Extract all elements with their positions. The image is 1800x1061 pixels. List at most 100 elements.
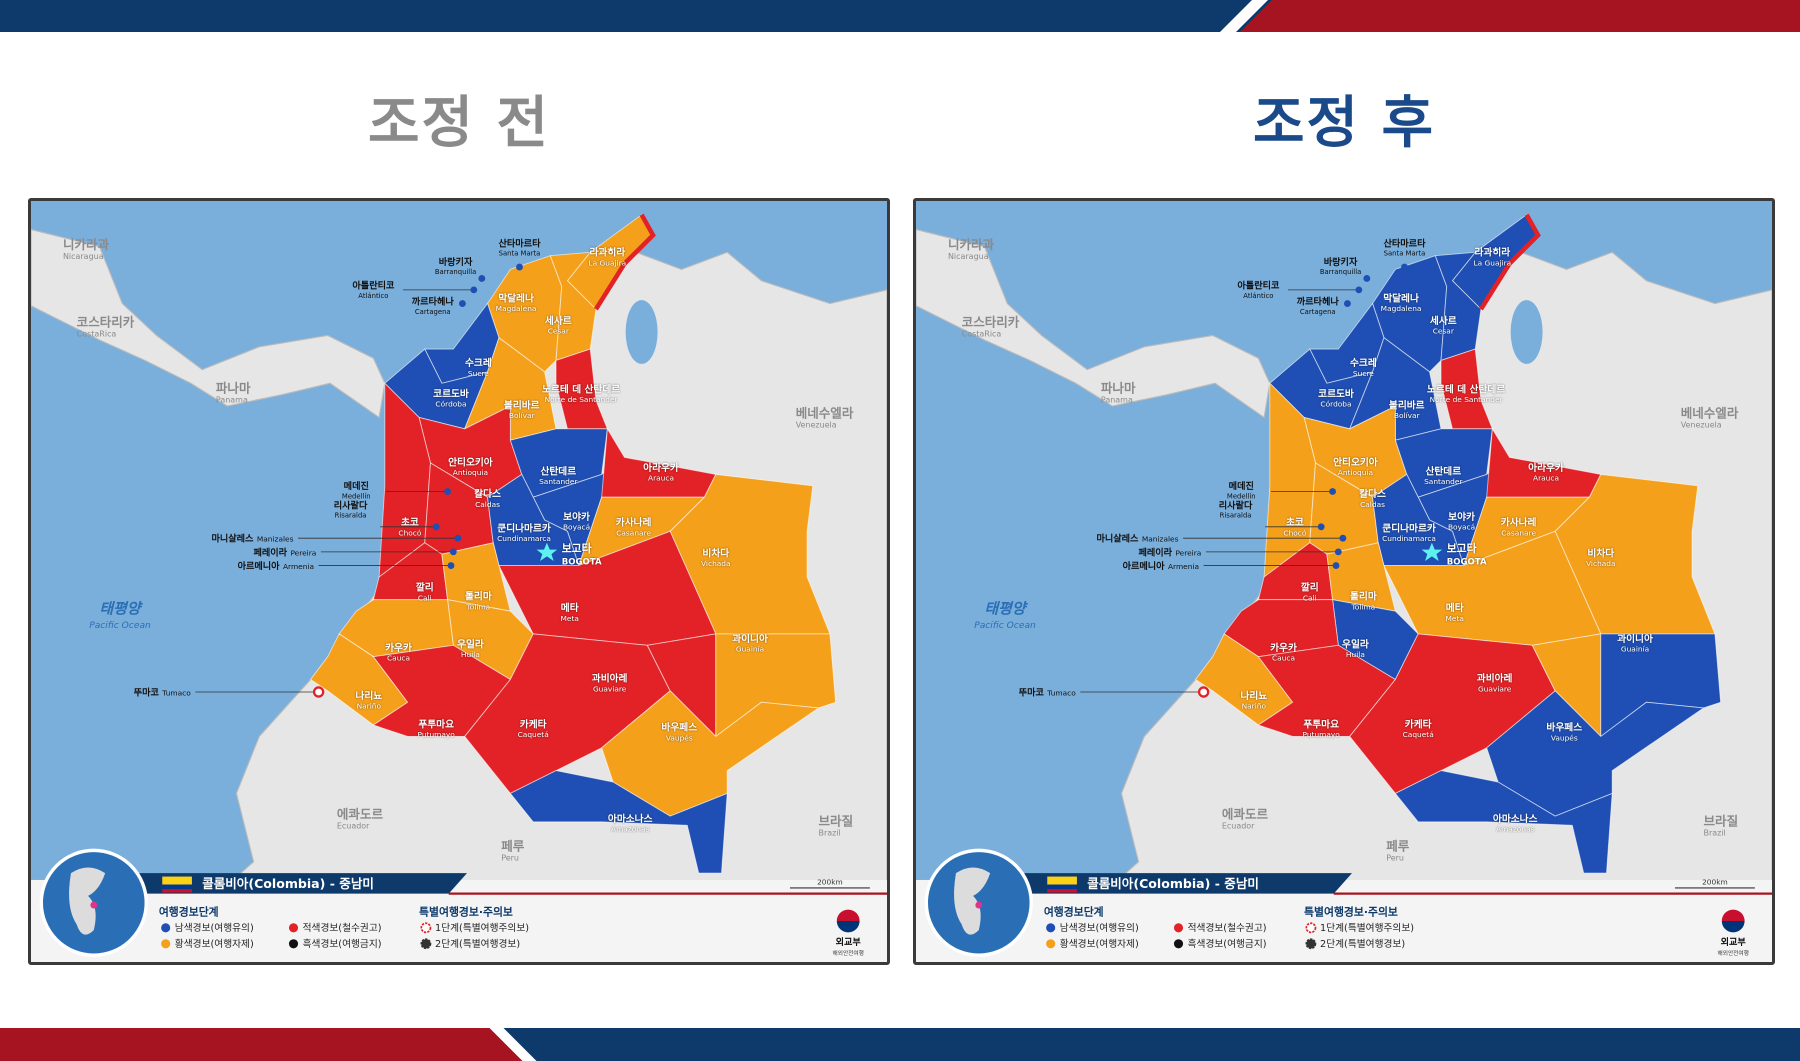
- region: [372, 644, 512, 737]
- label-ko: 바랑키자: [439, 256, 473, 268]
- label-en: Córdoba: [1320, 400, 1351, 409]
- map-label: 볼리바르 Bolívar: [1389, 398, 1425, 420]
- label-en: Putumayo: [418, 730, 456, 739]
- label-en: Sucre: [468, 369, 489, 378]
- map-label: 코스타리카 CostaRica: [962, 314, 1020, 338]
- label-ko: 볼리바르: [504, 398, 540, 411]
- legend-label: 2단계(특별여행경보): [1320, 937, 1405, 950]
- city-label: 마니살레스 Manizales: [212, 533, 294, 545]
- label-en: La Guajira: [1474, 258, 1512, 267]
- city-marker: [459, 300, 466, 307]
- map-label: 코르도바 Córdoba: [1318, 387, 1354, 409]
- map-label: 코스타리카 CostaRica: [77, 314, 135, 338]
- label-ko: 라과히라: [590, 246, 626, 259]
- map-after: 라과히라 La Guajira 막달레나 Magdalena 세사르 Cesar 수크레 Su…: [913, 198, 1775, 965]
- map-label: 보야카 Boyacá: [1448, 510, 1475, 532]
- label-ko: 메데진: [344, 480, 369, 492]
- map-svg: 라과히라 La Guajira 막달레나 Magdalena 세사르 Cesar 수크레 Su…: [916, 213, 1772, 962]
- city-marker: [1355, 286, 1363, 294]
- label-en: Risaralda: [335, 512, 367, 520]
- city-marker: [447, 562, 455, 569]
- map-label: 노르테 데 산탄데르 Norte de Santander: [1427, 382, 1505, 404]
- label-ko: 초코: [401, 516, 419, 529]
- label-en: Ecuador: [1222, 822, 1255, 831]
- map-label: 쿤디나마르카 Cundinamarca: [497, 521, 551, 543]
- flag: [162, 876, 192, 885]
- map-label: 베네수엘라 Venezuela: [1681, 405, 1739, 429]
- label-ko: 코스타리카: [77, 314, 135, 329]
- region: [1257, 644, 1397, 737]
- map-label: 수크레 Sucre: [465, 356, 492, 378]
- map-label: 브라질 Brazil: [1704, 813, 1739, 837]
- capital-label: 보고타 BOGOTA: [1447, 541, 1487, 568]
- map-label: 푸투마요 Putumayo: [1303, 717, 1341, 739]
- map-label: 안티오키아 Antioquia: [448, 455, 493, 477]
- label-ko: 베네수엘라: [796, 405, 854, 420]
- label-en: Panama: [216, 396, 248, 405]
- map-label: 우일라 Huila: [1342, 638, 1369, 660]
- map-label: 카케타 Caquetá: [518, 717, 549, 739]
- label-en: Cesar: [548, 327, 570, 336]
- region: [1394, 770, 1613, 874]
- label-ko: 산타마르타: [1384, 238, 1427, 250]
- map-label: 카사나레 Casanare: [616, 516, 652, 538]
- label-en: Vaupés: [666, 733, 693, 742]
- label-en: Putumayo: [1303, 730, 1341, 739]
- emblem: [836, 920, 860, 933]
- label-ko: 아마소나스: [1493, 812, 1538, 825]
- label-ko: 안티오키아: [1333, 455, 1378, 468]
- label-ko: 카케타: [520, 717, 547, 730]
- label-en: Ecuador: [337, 822, 370, 831]
- label-ko: 브라질: [1704, 813, 1739, 828]
- label-en: Santander: [539, 477, 578, 486]
- legend-title: 특별여행경보·주의보: [1304, 904, 1398, 918]
- city-label: 아르메니아 Armenia: [1123, 560, 1199, 572]
- city-marker: [470, 286, 478, 294]
- ocean-label: 태평양 Pacific Ocean: [89, 600, 151, 631]
- map-label: 깔리 Cali: [416, 581, 434, 603]
- city-marker: [432, 523, 440, 531]
- emblem: [836, 909, 860, 921]
- before-title: 조정 전: [367, 91, 551, 156]
- globe-land: [954, 867, 991, 935]
- label-en: Nariño: [357, 702, 382, 711]
- label-ko: 리사랄다: [334, 500, 368, 512]
- map-label: 과비아레 Guaviare: [592, 672, 628, 694]
- map-label: 비차다 Vichada: [1586, 546, 1616, 568]
- flag: [162, 889, 192, 893]
- label-ko: 뚜마코: [1019, 686, 1045, 698]
- label-en: Magdalena: [1381, 304, 1422, 313]
- label-en: Vaupés: [1551, 733, 1578, 742]
- label-ko: 코스타리카: [962, 314, 1020, 329]
- top-bar-accent: [1240, 0, 1800, 32]
- label-ko: 수크레: [465, 356, 492, 369]
- map-label: 볼리바르 Bolívar: [504, 398, 540, 420]
- region: [509, 770, 728, 874]
- label-en: Cesar: [1433, 327, 1455, 336]
- map-label: 우일라 Huila: [457, 638, 484, 660]
- label-en: Chocó: [1283, 528, 1306, 537]
- map-label: 니카라과 Nicaragua: [63, 237, 110, 261]
- city-marker: [1334, 548, 1342, 556]
- label-en: Cali: [1303, 593, 1317, 602]
- map-label: 메데진 Medellín: [1227, 480, 1256, 500]
- label-en: Chocó: [398, 528, 421, 537]
- label-en: Cali: [418, 593, 432, 602]
- label-ko: 푸투마요: [1303, 717, 1339, 730]
- label-en: Caquetá: [1403, 730, 1434, 739]
- banner-title: 콜롬비아(Colombia) - 중남미: [1087, 876, 1259, 891]
- label-ko: 과이니아: [1617, 632, 1653, 645]
- label-ko: 까르타헤나: [1297, 296, 1340, 308]
- label-en: Amazonas: [1496, 825, 1535, 834]
- lake: [625, 300, 658, 364]
- label-ko: 산타마르타: [499, 238, 542, 250]
- label-ko: 안티오키아: [448, 455, 493, 468]
- scale-label: 200km: [817, 878, 843, 887]
- map-label: 리사랄다 Risaralda: [1219, 500, 1253, 520]
- label-en: Guainía: [736, 645, 764, 654]
- map-label: 카케타 Caquetá: [1403, 717, 1434, 739]
- label-en: Norte de Santander: [545, 395, 619, 404]
- city-label: 아르메니아 Armenia: [238, 560, 314, 572]
- map-label: 까르타헤나 Cartagena: [412, 296, 455, 316]
- map-label: 아마소나스 Amazonas: [1493, 812, 1538, 834]
